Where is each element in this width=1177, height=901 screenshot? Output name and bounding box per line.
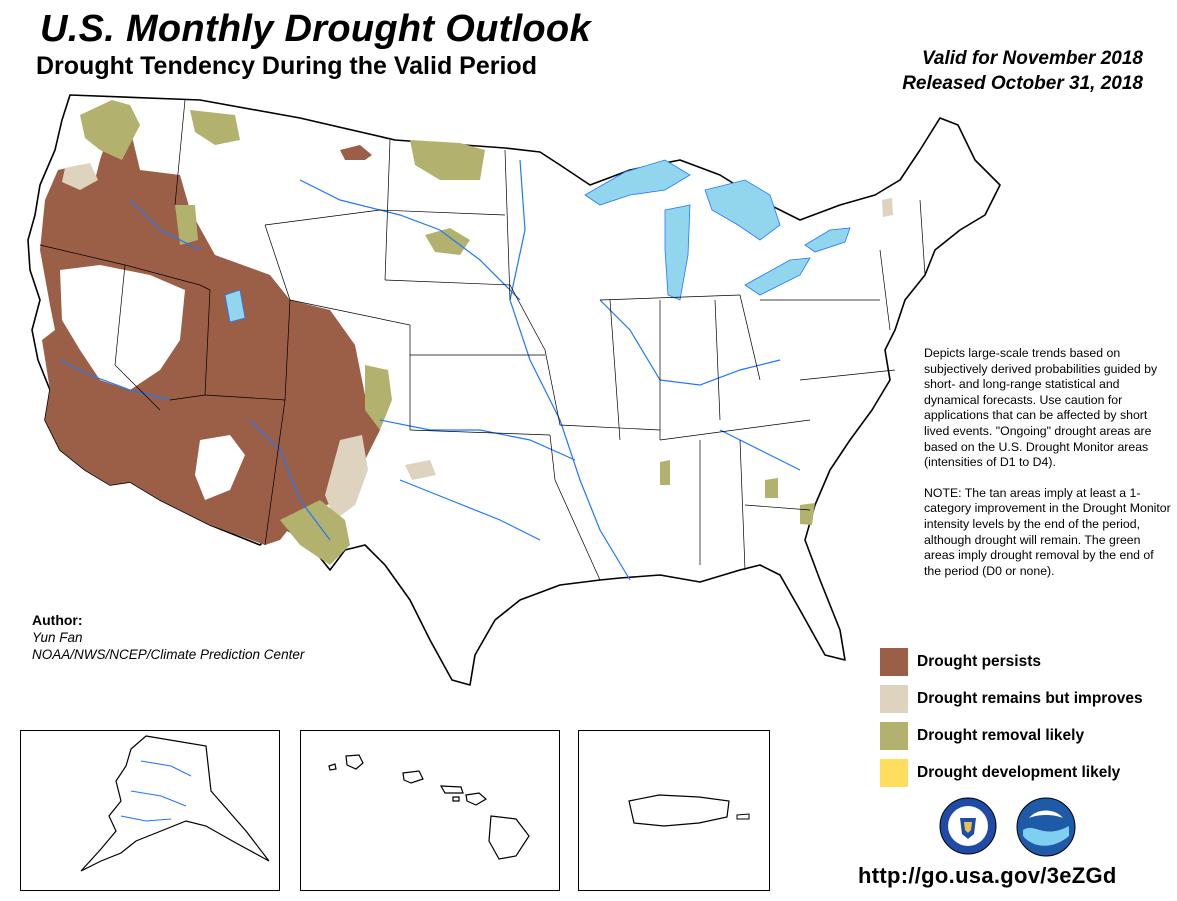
- doc-seal-icon: [939, 797, 997, 855]
- hawaii-map: [328, 754, 530, 860]
- no-drought-holes: [60, 265, 245, 500]
- valid-line: Valid for November 2018: [921, 48, 1143, 69]
- legend-swatch: [880, 722, 908, 750]
- note-text: NOTE: The tan areas imply at least a 1-c…: [924, 485, 1171, 578]
- drought-persists-areas: [40, 128, 380, 545]
- description-text: Depicts large-scale trends based on subj…: [924, 346, 1158, 470]
- drought-removal-areas: [80, 100, 815, 565]
- hawaii-inset: [300, 730, 560, 891]
- legend-item-improves: Drought remains but improves: [880, 685, 1143, 713]
- author-name: Yun Fan: [32, 630, 83, 645]
- outlook-url[interactable]: http://go.usa.gov/3eZGd: [858, 863, 1117, 888]
- released-line: Released October 31, 2018: [902, 73, 1143, 94]
- author-label: Author:: [32, 612, 83, 628]
- legend-swatch: [880, 648, 908, 676]
- legend-label: Drought remains but improves: [917, 690, 1143, 707]
- puerto-rico-map: [628, 794, 750, 827]
- legend-label: Drought development likely: [917, 764, 1121, 781]
- map-subtitle: Drought Tendency During the Valid Period: [36, 52, 537, 80]
- legend-item-persists: Drought persists: [880, 648, 1143, 676]
- legend: Drought persists Drought remains but imp…: [880, 648, 1143, 796]
- legend-swatch: [880, 685, 908, 713]
- noaa-logo-icon: [1016, 797, 1076, 857]
- rivers: [59, 159, 801, 581]
- alaska-inset: [20, 730, 280, 891]
- map-description: Depicts large-scale trends based on subj…: [924, 346, 1172, 594]
- legend-swatch: [880, 759, 908, 787]
- map-title: U.S. Monthly Drought Outlook: [40, 8, 591, 50]
- author-org: NOAA/NWS/NCEP/Climate Prediction Center: [32, 647, 305, 662]
- valid-period: Valid for November 2018 Released October…: [902, 46, 1143, 96]
- drought-improves-areas: [62, 163, 893, 520]
- great-lakes: [224, 159, 851, 323]
- author-block: Author: Yun Fan NOAA/NWS/NCEP/Climate Pr…: [32, 612, 304, 663]
- puerto-rico-inset: [578, 730, 770, 891]
- legend-label: Drought removal likely: [917, 727, 1085, 744]
- legend-label: Drought persists: [917, 653, 1042, 670]
- state-borders: [39, 99, 926, 581]
- legend-item-development: Drought development likely: [880, 759, 1143, 787]
- alaska-map: [80, 735, 270, 872]
- legend-item-removal: Drought removal likely: [880, 722, 1143, 750]
